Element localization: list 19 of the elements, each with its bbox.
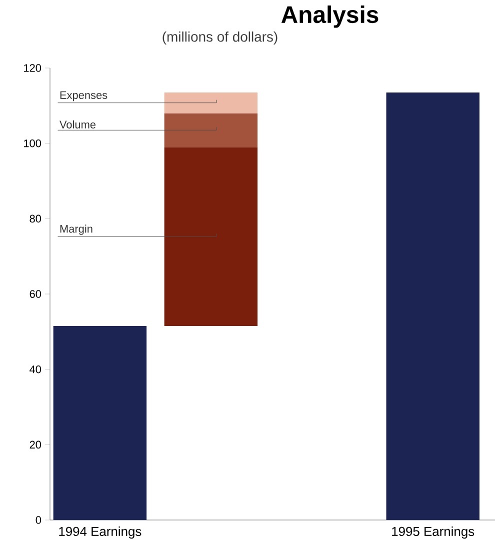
text: Margin (60, 224, 92, 235)
bar (53, 326, 147, 520)
y-tick-label: 80 (30, 214, 42, 223)
bar (164, 92, 258, 114)
y-tick-label: 100 (24, 139, 42, 148)
bar (164, 113, 258, 148)
text: Expenses (60, 91, 108, 102)
bar (164, 147, 258, 326)
y-tick-label: 120 (24, 64, 42, 72)
y-tick-label: 60 (30, 290, 42, 298)
x-tick-label: 1994 Earnings (59, 526, 142, 539)
bar (386, 92, 480, 520)
chart-title: Analysis (281, 6, 378, 28)
y-tick-label: 40 (30, 365, 42, 374)
y-tick-label: 0 (36, 516, 42, 524)
y-tick-label: 20 (30, 440, 42, 449)
text: Volume (60, 120, 96, 128)
x-tick-label: 1995 Earnings (392, 526, 474, 539)
chart-subtitle: (millions of dollars) (162, 32, 278, 45)
